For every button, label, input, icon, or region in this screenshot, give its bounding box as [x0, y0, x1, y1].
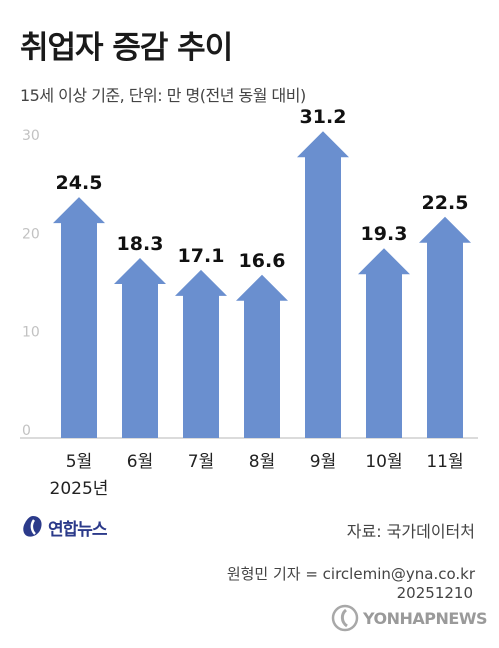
- data-source: 자료: 국가데이터처: [346, 522, 475, 541]
- bar-arrow: [53, 197, 105, 438]
- publish-date: 20251210: [396, 584, 473, 602]
- bar-arrow: [236, 274, 288, 438]
- logo-text: 연합뉴스: [48, 519, 108, 540]
- bar-arrow: [114, 258, 166, 438]
- watermark-text: YONHAPNEWS: [363, 608, 488, 628]
- data-label: 17.1: [178, 245, 225, 267]
- x-tick-label: 11월: [426, 452, 463, 472]
- bar-arrow: [419, 216, 471, 438]
- y-tick-label: 10: [22, 325, 40, 341]
- yonhap-logo: 연합뉴스: [22, 512, 108, 542]
- yonhap-watermark-icon: [331, 604, 359, 632]
- bar-arrow: [358, 248, 410, 438]
- chart-title: 취업자 증감 추이: [20, 30, 233, 66]
- reporter-credit: 원형민 기자 = circlemin@yna.co.kr: [226, 565, 475, 583]
- x-tick-label: 9월: [310, 452, 336, 472]
- data-label: 22.5: [422, 192, 469, 214]
- y-tick-label: 30: [22, 128, 40, 144]
- x-tick-label: 10월: [365, 452, 402, 472]
- bar-chart: 0 10 20 30 24.5 5월 18.3 6월 17.1 7월 16.6 8월 31.2 9월 19.…: [20, 106, 478, 499]
- data-label: 24.5: [56, 172, 103, 194]
- data-label: 18.3: [117, 233, 164, 255]
- data-label: 31.2: [300, 106, 347, 128]
- chart-subtitle: 15세 이상 기준, 단위: 만 명(전년 동월 대비): [20, 86, 306, 105]
- x-tick-label: 6월: [127, 452, 153, 472]
- x-tick-label: 5월: [66, 452, 92, 472]
- y-tick-label: 0: [22, 423, 31, 439]
- bar-arrow: [297, 131, 349, 438]
- x-tick-label: 8월: [249, 452, 275, 472]
- data-label: 16.6: [239, 250, 286, 272]
- bar-arrow: [175, 269, 227, 438]
- yonhapnews-watermark: YONHAPNEWS: [331, 604, 488, 632]
- data-label: 19.3: [361, 223, 408, 245]
- yonhap-logo-icon: [23, 516, 42, 537]
- y-tick-label: 20: [22, 226, 40, 242]
- x-tick-label: 7월: [188, 452, 214, 472]
- year-label: 2025년: [50, 479, 109, 499]
